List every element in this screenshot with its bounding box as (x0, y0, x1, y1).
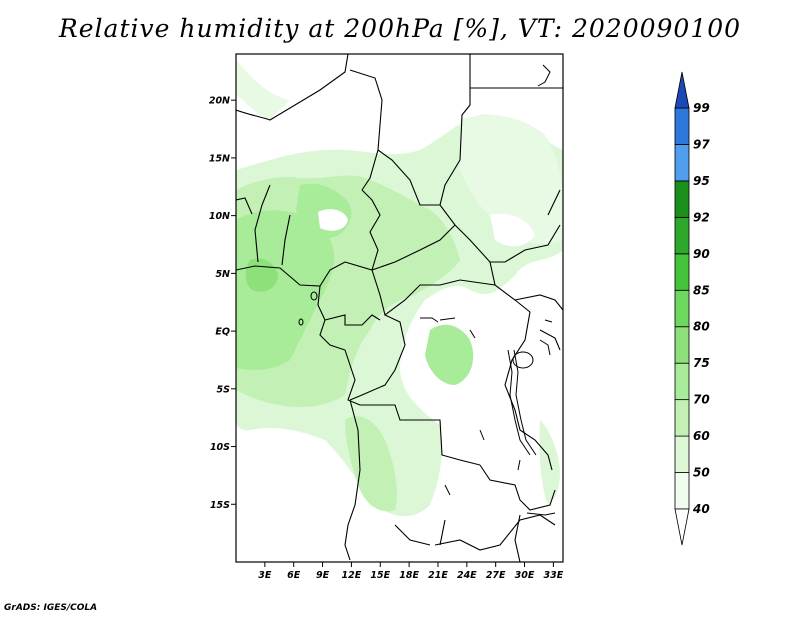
colorbar-label: 92 (693, 210, 710, 224)
rh-clear-2 (470, 298, 512, 334)
lon-tick-label: 33E (544, 570, 564, 581)
lat-tick-label: 5S (217, 384, 231, 395)
colorbar-box (674, 144, 690, 182)
colorbar-box (674, 435, 690, 473)
lon-tick-label: 12E (342, 570, 362, 581)
colorbar-box (674, 107, 690, 145)
lon-tick-label: 24E (457, 570, 477, 581)
colorbar-box (674, 326, 690, 364)
colorbar-label: 75 (693, 356, 710, 370)
rh-clear-1 (318, 209, 348, 231)
lon-axis: 3E 6E 9E 12E 15E 18E 21E 24E 27E 30E 33E (258, 562, 564, 581)
colorbar-underflow-triangle (674, 508, 690, 546)
colorbar-overflow-triangle (674, 71, 690, 109)
lat-tick-label: 20N (209, 96, 230, 107)
colorbar-label: 90 (693, 247, 710, 261)
lat-tick-label: 10N (209, 211, 230, 222)
colorbar-box (674, 253, 690, 291)
colorbar-box (674, 289, 690, 328)
lon-tick-label: 30E (515, 570, 535, 581)
chart-title: Relative humidity at 200hPa [%], VT: 202… (58, 14, 742, 43)
rh-field-north (236, 60, 290, 120)
colorbar-label: 50 (693, 466, 710, 480)
lon-tick-label: 18E (399, 570, 419, 581)
lon-tick-label: 3E (258, 570, 272, 581)
colorbar-label: 99 (693, 101, 710, 115)
lat-tick-label: 15S (210, 500, 230, 511)
humidity-shading (236, 60, 563, 517)
colorbar: 40 50 60 70 75 80 85 90 92 95 97 99 (674, 71, 710, 546)
map-area (235, 53, 564, 563)
lat-tick-label: 15N (209, 153, 230, 164)
lon-tick-label: 9E (316, 570, 330, 581)
rh-field-70c (425, 324, 474, 385)
colorbar-label: 60 (693, 429, 710, 443)
colorbar-box (674, 362, 690, 401)
lat-tick-label: 5N (215, 269, 230, 280)
colorbar-box (674, 472, 690, 510)
colorbar-box (674, 399, 690, 437)
country-borders (236, 54, 563, 562)
colorbar-label: 95 (693, 174, 710, 188)
lat-tick-label: 10S (210, 442, 230, 453)
credit-label: GrADS: IGES/COLA (4, 603, 98, 613)
colorbar-box (674, 216, 690, 255)
lakes (298, 64, 556, 516)
lon-tick-label: 15E (370, 570, 390, 581)
colorbar-label: 85 (693, 283, 710, 297)
lon-tick-label: 6E (287, 570, 301, 581)
rh-field-east (460, 115, 563, 245)
colorbar-label: 70 (693, 393, 710, 407)
lon-tick-label: 27E (486, 570, 506, 581)
rh-clear-3 (490, 213, 535, 247)
colorbar-label: 97 (693, 137, 710, 151)
map-frame (235, 53, 564, 563)
lat-tick-label: EQ (215, 327, 230, 338)
colorbar-label: 40 (692, 502, 710, 516)
rh-field-70 (236, 210, 335, 370)
lat-axis: 20N 15N 10N 5N EQ 5S 10S 15S (209, 96, 236, 511)
lon-tick-label: 21E (428, 570, 448, 581)
colorbar-label: 80 (693, 320, 710, 334)
colorbar-box (674, 180, 690, 218)
